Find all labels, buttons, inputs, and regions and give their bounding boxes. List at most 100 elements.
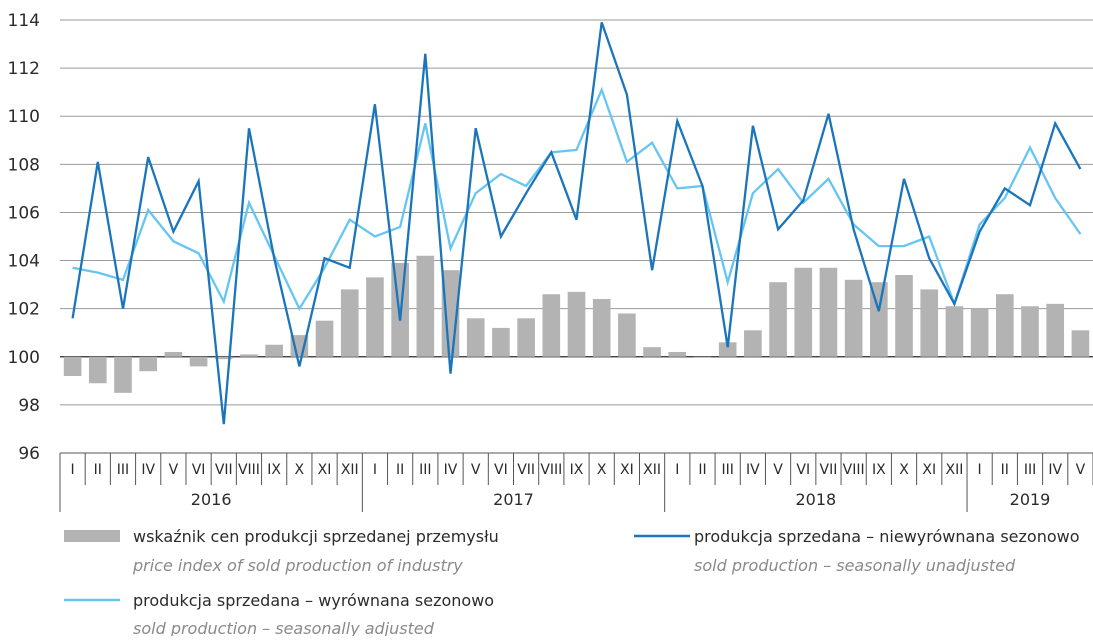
y-tick-label: 98 — [18, 396, 40, 416]
bar — [164, 351, 183, 357]
month-tick-label: I — [675, 462, 679, 478]
month-tick-label: VII — [820, 462, 838, 478]
month-tick-label: VI — [494, 462, 508, 478]
month-tick-label: VI — [192, 462, 206, 478]
year-label: 2019 — [1010, 490, 1051, 509]
month-tick-label: I — [978, 462, 982, 478]
month-tick-label: IX — [570, 462, 584, 478]
bar — [492, 327, 510, 357]
month-tick-label: VIII — [843, 462, 865, 478]
year-label: 2017 — [493, 490, 534, 509]
month-tick-label: IV — [1048, 462, 1062, 478]
bar — [88, 356, 107, 384]
month-tick-label: X — [597, 462, 607, 478]
month-tick-label: IV — [141, 462, 155, 478]
bar — [240, 354, 258, 357]
month-tick-label: IV — [444, 462, 458, 478]
y-tick-label: 114 — [8, 11, 40, 31]
bar-layer — [63, 255, 1090, 393]
bar — [139, 356, 158, 372]
bar — [718, 342, 737, 357]
month-tick-label: I — [373, 462, 377, 478]
month-tick-label: XI — [922, 462, 936, 478]
month-tick-label: I — [71, 462, 75, 478]
y-tick-label: 108 — [8, 155, 40, 175]
month-tick-label: II — [94, 462, 102, 478]
month-tick-label: XII — [341, 462, 359, 478]
bar — [1046, 303, 1065, 357]
y-tick-label: 106 — [8, 203, 40, 223]
bar — [63, 356, 82, 377]
bar — [340, 289, 359, 357]
bar — [668, 351, 687, 357]
legend-unadjusted-label: produkcja sprzedana – niewyrównana sezon… — [694, 527, 1080, 546]
month-tick-label: IV — [746, 462, 760, 478]
month-tick-label: IX — [267, 462, 281, 478]
month-tick-label: III — [1024, 462, 1036, 478]
legend-bars-label: wskaźnik cen produkcji sprzedanej przemy… — [133, 527, 499, 546]
bar — [995, 294, 1014, 357]
bar — [945, 306, 964, 357]
month-tick-label: X — [899, 462, 909, 478]
bar — [794, 267, 813, 357]
y-tick-label: 112 — [8, 59, 40, 79]
month-tick-label: VIII — [238, 462, 260, 478]
year-label: 2018 — [795, 490, 836, 509]
bar — [970, 308, 989, 357]
month-tick-label: VII — [215, 462, 233, 478]
y-tick-label: 100 — [8, 348, 40, 368]
bar — [567, 291, 586, 357]
y-tick-label: 96 — [18, 444, 40, 464]
bar — [618, 313, 636, 357]
bar — [265, 344, 283, 357]
month-tick-label: XII — [945, 462, 963, 478]
month-tick-label: VII — [517, 462, 535, 478]
month-tick-label: XI — [620, 462, 634, 478]
y-tick-label: 104 — [8, 252, 40, 272]
month-tick-label: IX — [872, 462, 886, 478]
month-tick-label: VI — [796, 462, 810, 478]
bar — [920, 289, 939, 357]
month-tick-label: VIII — [540, 462, 562, 478]
bar — [744, 330, 762, 357]
bar — [542, 294, 561, 357]
month-tick-label: III — [721, 462, 733, 478]
month-tick-label: III — [419, 462, 431, 478]
bar — [416, 255, 435, 357]
bar — [315, 320, 334, 357]
y-tick-label: 102 — [8, 300, 40, 320]
month-tick-label: III — [117, 462, 129, 478]
bar — [819, 267, 838, 357]
month-tick-label: V — [169, 462, 179, 478]
month-tick-label: II — [1001, 462, 1009, 478]
month-tick-label: V — [773, 462, 783, 478]
line-layer — [71, 22, 1082, 425]
bar — [114, 356, 132, 393]
legend-unadjusted-sublabel: sold production – seasonally unadjusted — [694, 556, 1016, 575]
legend-bar-swatch — [64, 530, 120, 542]
bar — [466, 318, 485, 357]
bar — [1071, 330, 1090, 357]
bar — [189, 356, 208, 367]
bar — [769, 282, 787, 357]
month-tick-label: X — [295, 462, 305, 478]
bar — [592, 299, 611, 357]
legend: wskaźnik cen produkcji sprzedanej przemy… — [64, 527, 1080, 638]
month-tick-label: V — [471, 462, 481, 478]
bar — [844, 279, 863, 357]
month-tick-label: XI — [318, 462, 332, 478]
bar — [366, 277, 384, 357]
legend-adjusted-label: produkcja sprzedana – wyrównana sezonowo — [133, 591, 494, 610]
legend-adjusted-sublabel: sold production – seasonally adjusted — [133, 619, 435, 636]
bar — [517, 318, 535, 357]
month-tick-label: II — [698, 462, 706, 478]
month-tick-label: XII — [643, 462, 661, 478]
line-unadjusted — [71, 22, 1082, 425]
bar — [1021, 306, 1039, 357]
month-tick-label: II — [396, 462, 404, 478]
bar — [214, 356, 233, 360]
line-adjusted — [72, 86, 1082, 312]
